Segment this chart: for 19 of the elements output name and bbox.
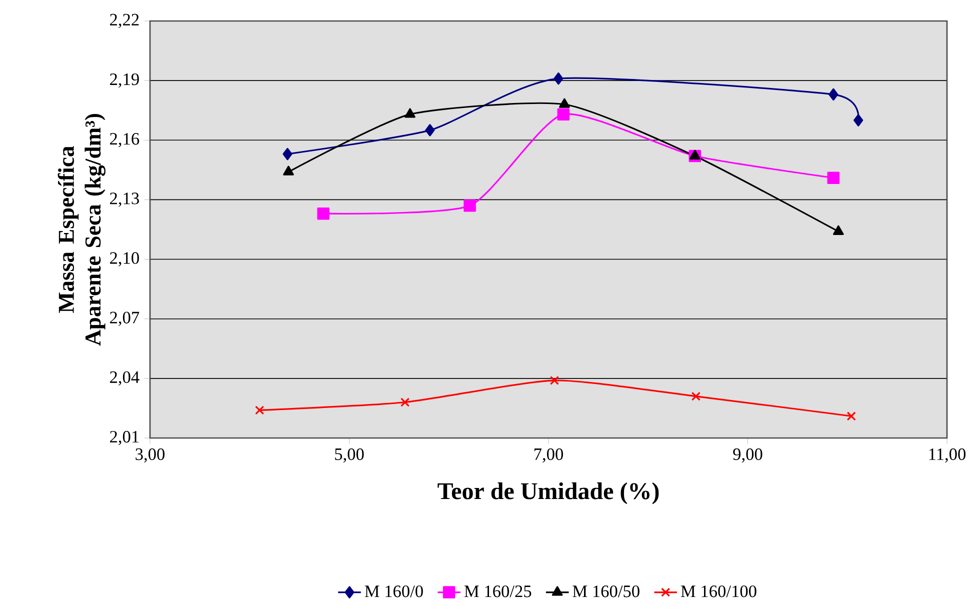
x-axis-title: Teor de Umidade (%)	[438, 482, 659, 504]
y-tick-label: 2,16	[110, 133, 140, 148]
x-tick-label: 11,00	[929, 448, 966, 463]
x-tick-label: 5,00	[335, 448, 364, 463]
legend-label: M 160/50	[572, 586, 640, 598]
x-tick-label: 7,00	[534, 448, 564, 463]
y-axis-title: Massa Específica Aparente Seca (kg/dm³)	[58, 114, 106, 346]
x-tick-label: 3,00	[136, 448, 165, 463]
y-tick-label: 2,13	[110, 192, 139, 207]
y-tick-label: 2,22	[110, 14, 139, 28]
x-tick-label: 9,00	[733, 448, 762, 463]
y-tick-label: 2,19	[110, 73, 139, 88]
legend-label: M 160/0	[364, 586, 423, 598]
y-tick-label: 2,10	[110, 252, 139, 266]
legend-label: M 160/100	[680, 586, 756, 598]
legend-label: M 160/25	[464, 586, 532, 598]
y-tick-label: 2,07	[110, 312, 140, 326]
y-tick-label: 2,01	[110, 430, 139, 446]
y-tick-label: 2,04	[110, 371, 140, 386]
